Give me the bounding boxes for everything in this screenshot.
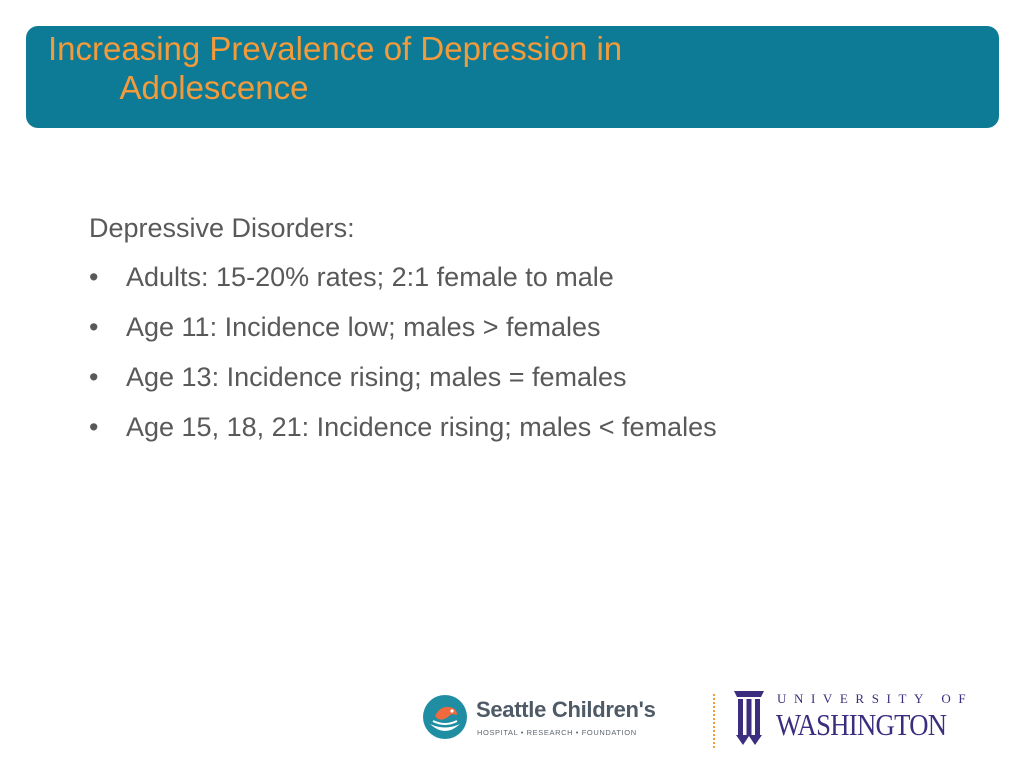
- bullet-icon: •: [89, 362, 99, 392]
- uw-washington: WASHINGTON: [776, 707, 947, 742]
- section-heading: Depressive Disorders:: [89, 213, 355, 243]
- title-bar: [26, 26, 999, 128]
- seattle-childrens-subtitle: HOSPITAL • RESEARCH • FOUNDATION: [477, 728, 637, 737]
- uw-university-of: UNIVERSITY OF: [777, 691, 974, 706]
- slide-title: Increasing Prevalence of Depression in A…: [48, 30, 623, 106]
- bullet-icon: •: [89, 312, 99, 342]
- seattle-childrens-name: Seattle Children's: [476, 697, 656, 722]
- list-item-text: Age 15, 18, 21: Incidence rising; males …: [126, 412, 717, 442]
- list-item-text: Age 13: Incidence rising; males = female…: [126, 362, 627, 392]
- list-item: • Age 15, 18, 21: Incidence rising; male…: [89, 411, 789, 444]
- list-item: • Age 11: Incidence low; males > females: [89, 311, 789, 344]
- slide-content: Depressive Disorders: • Adults: 15-20% r…: [89, 212, 789, 461]
- list-item-text: Age 11: Incidence low; males > females: [126, 312, 601, 342]
- seattle-childrens-logo-icon: [423, 695, 467, 739]
- list-item-text: Adults: 15-20% rates; 2:1 female to male: [126, 262, 614, 292]
- uw-w-logo-icon: [734, 691, 764, 745]
- list-item: • Adults: 15-20% rates; 2:1 female to ma…: [89, 261, 789, 294]
- list-item: • Age 13: Incidence rising; males = fema…: [89, 361, 789, 394]
- bullet-list: • Adults: 15-20% rates; 2:1 female to ma…: [89, 261, 789, 444]
- footer-logos: Seattle Children's HOSPITAL • RESEARCH •…: [420, 688, 966, 750]
- bullet-icon: •: [89, 262, 99, 292]
- bullet-icon: •: [89, 412, 99, 442]
- logo-divider: [713, 694, 715, 748]
